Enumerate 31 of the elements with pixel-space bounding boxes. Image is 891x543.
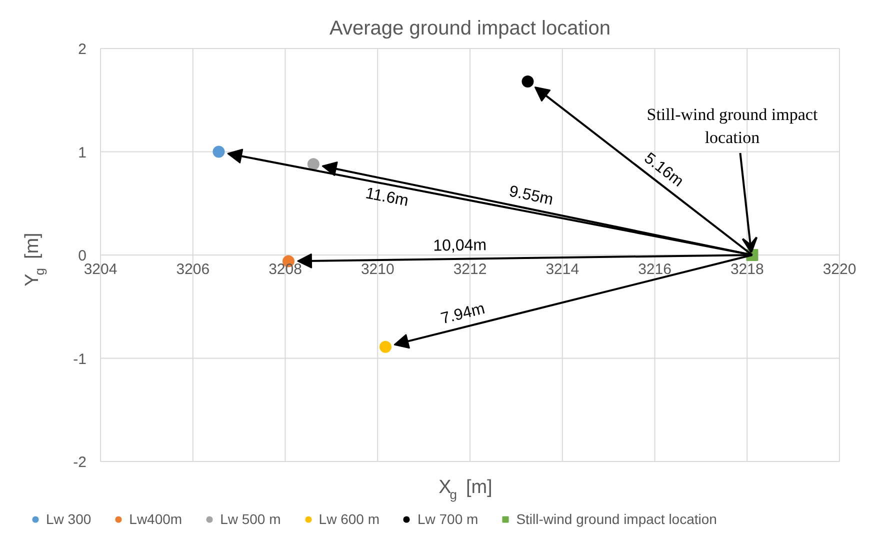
x-tick-label: 3220	[822, 261, 856, 278]
x-tick-label: 3206	[176, 261, 210, 278]
y-tick-label: 1	[78, 144, 86, 162]
chart-title: Average ground impact location	[330, 18, 610, 40]
annotation: 9.55m	[508, 183, 555, 209]
legend-label: Lw 600 m	[318, 511, 380, 527]
annotation: 11.6m	[364, 185, 410, 210]
x-tick-label: 3218	[730, 261, 764, 278]
x-tick-label: 3210	[360, 261, 394, 278]
point	[212, 146, 225, 158]
x-tick-label: 3212	[453, 261, 487, 278]
point	[379, 340, 392, 353]
legend-label: Lw 500 m	[220, 511, 281, 527]
legend-label: Lw 700 m	[417, 511, 478, 527]
x-tick-label: 3204	[84, 261, 118, 278]
annotation: 7.94m	[439, 300, 487, 328]
y-tick-label: 0	[78, 248, 86, 264]
annotation: Still-wind ground impact location	[646, 105, 818, 147]
x-tick-label: 3214	[546, 261, 580, 278]
y-tick-label: -1	[73, 350, 87, 368]
legend-label: Lw400m	[129, 511, 182, 527]
legend-label: Lw 300	[46, 511, 92, 527]
point	[307, 158, 320, 170]
legend-label: Still-wind ground impact location	[516, 511, 717, 527]
y-axis-title: Yg [m]	[22, 232, 47, 286]
x-tick-label: 3208	[268, 261, 302, 278]
point	[522, 76, 534, 88]
annotation: 10,04m	[433, 237, 487, 255]
x-tick-label: 3216	[638, 261, 672, 278]
y-tick-label: -2	[73, 454, 87, 471]
y-tick-label: 2	[78, 41, 86, 58]
